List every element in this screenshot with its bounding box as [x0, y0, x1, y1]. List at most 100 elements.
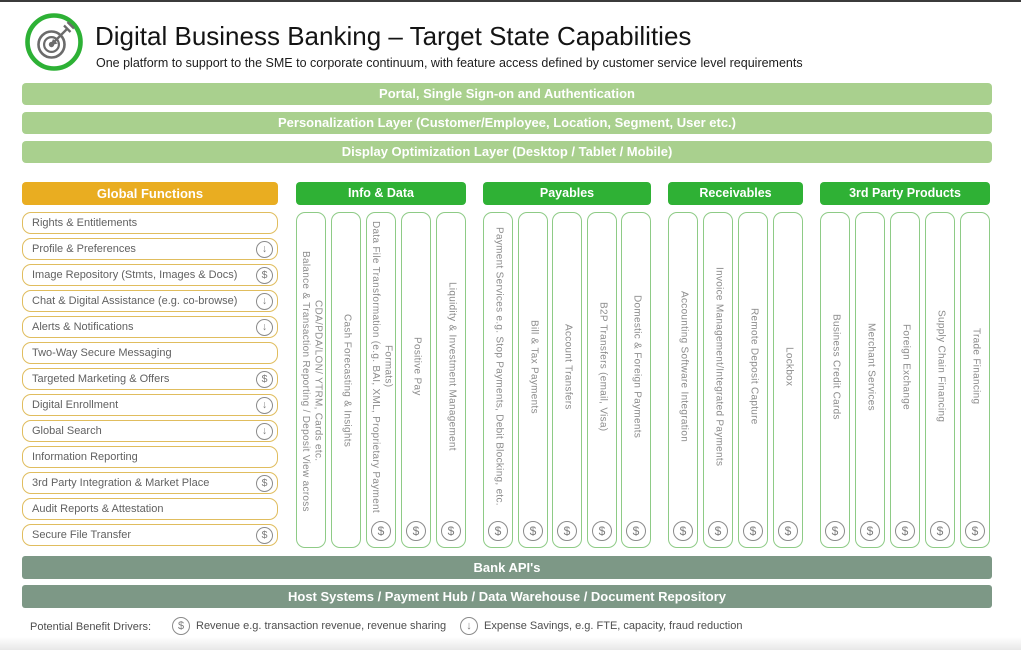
top-border-strip	[0, 0, 1021, 2]
dollar-circle-icon: $	[371, 521, 391, 541]
bottom-fade-strip	[0, 637, 1021, 650]
global-function-label: Global Search	[32, 425, 102, 437]
capability-column-account-transfers: Account Transfers $	[552, 212, 582, 548]
platform-bar-bank-api-s: Bank API's	[22, 556, 992, 579]
capability-column-lockbox: Lockbox $	[773, 212, 803, 548]
capability-column-bill-tax-payments: Bill & Tax Payments $	[518, 212, 548, 548]
dollar-circle-icon: $	[406, 521, 426, 541]
capability-column-trade-financing: Trade Financing $	[960, 212, 990, 548]
layer-bar-personalization-layer-customer: Personalization Layer (Customer/Employee…	[22, 112, 992, 134]
capability-column-merchant-services: Merchant Services $	[855, 212, 885, 548]
arrow-down-circle-icon: ↓	[256, 422, 273, 440]
legend-title: Potential Benefit Drivers:	[30, 621, 152, 633]
group-header-receivables: Receivables	[668, 182, 803, 205]
capability-column-label: Accounting Software Integration	[678, 290, 690, 443]
page-title: Digital Business Banking – Target State …	[95, 21, 692, 51]
arrow-down-circle-icon: ↓	[256, 292, 273, 310]
global-function-label: Targeted Marketing & Offers	[32, 373, 170, 385]
dollar-circle-icon: $	[256, 266, 273, 284]
dollar-circle-icon: $	[708, 521, 728, 541]
global-function-item-global-search: Global Search ↓	[22, 420, 278, 442]
capability-column-business-credit-cards: Business Credit Cards $	[820, 212, 850, 548]
global-function-item-audit-reports-attestation: Audit Reports & Attestation	[22, 498, 278, 520]
global-function-label: Alerts & Notifications	[32, 321, 134, 333]
dollar-circle-icon: $	[860, 521, 880, 541]
legend-item-expense: ↓ Expense Savings, e.g. FTE, capacity, fr…	[460, 617, 742, 635]
dollar-circle-icon: $	[930, 521, 950, 541]
global-function-label: Digital Enrollment	[32, 399, 119, 411]
group-header-payables: Payables	[483, 182, 651, 205]
page-subtitle: One platform to support to the SME to co…	[96, 56, 803, 70]
arrow-down-circle-icon: ↓	[460, 617, 478, 635]
capability-column-domestic-foreign-payments: Domestic & Foreign Payments $	[621, 212, 651, 548]
capability-column-payment-services-e-g-stop-paym: Payment Services e.g. Stop Payments, Deb…	[483, 212, 513, 548]
capability-column-label: Account Transfers	[562, 323, 574, 410]
global-function-label: Secure File Transfer	[32, 529, 132, 541]
dollar-circle-icon: $	[778, 521, 798, 541]
capability-column-label: Balance & Transaction Reporting / Deposi…	[300, 250, 324, 512]
global-function-label: Information Reporting	[32, 451, 138, 463]
layer-bar-display-optimization-layer-des: Display Optimization Layer (Desktop / Ta…	[22, 141, 992, 163]
capability-column-accounting-software-integratio: Accounting Software Integration $	[668, 212, 698, 548]
capability-column-remote-deposit-capture: Remote Deposit Capture $	[738, 212, 768, 548]
dollar-circle-icon: $	[965, 521, 985, 541]
global-function-item-alerts-notifications: Alerts & Notifications ↓	[22, 316, 278, 338]
global-function-item-two-way-secure-messaging: Two-Way Secure Messaging	[22, 342, 278, 364]
layer-bar-portal-single-sign-on-and-auth: Portal, Single Sign-on and Authenticatio…	[22, 83, 992, 105]
dollar-circle-icon: $	[743, 521, 763, 541]
capability-column-label: Merchant Services	[865, 322, 877, 411]
capability-column-label: Positive Pay	[411, 337, 423, 396]
capability-column-label: Domestic & Foreign Payments	[631, 294, 643, 439]
global-function-label: Audit Reports & Attestation	[32, 503, 164, 515]
global-function-label: Rights & Entitlements	[32, 217, 138, 229]
capability-column-label: Remote Deposit Capture	[748, 308, 760, 425]
legend-label: Revenue e.g. transaction revenue, revenu…	[196, 620, 447, 632]
capability-column-label: Bill & Tax Payments	[528, 319, 540, 414]
dollar-circle-icon: $	[256, 474, 273, 492]
capability-column-supply-chain-financing: Supply Chain Financing $	[925, 212, 955, 548]
target-dart-logo-icon	[25, 13, 83, 71]
dollar-circle-icon: $	[626, 521, 646, 541]
capability-column-label: Supply Chain Financing	[935, 310, 947, 423]
global-function-label: Image Repository (Stmts, Images & Docs)	[32, 269, 238, 281]
dollar-circle-icon: $	[557, 521, 577, 541]
capability-column-label: Trade Financing	[970, 328, 982, 405]
dollar-circle-icon: $	[895, 521, 915, 541]
capability-column-label: B2P Transfers (email, Visa)	[597, 301, 609, 432]
global-functions-header: Global Functions	[22, 182, 278, 205]
group-header-3rd-party-products: 3rd Party Products	[820, 182, 990, 205]
capability-column-label: Lockbox	[783, 346, 795, 387]
capability-column-positive-pay: Positive Pay $	[401, 212, 431, 548]
capability-column-b2p-transfers-email-visa: B2P Transfers (email, Visa) $	[587, 212, 617, 548]
global-function-item-image-repository-stmts-images-: Image Repository (Stmts, Images & Docs) $	[22, 264, 278, 286]
global-function-item-rights-entitlements: Rights & Entitlements	[22, 212, 278, 234]
global-function-item-3rd-party-integration-market-p: 3rd Party Integration & Market Place $	[22, 472, 278, 494]
capability-column-invoice-management-integrated-: Invoice Management/Integrated Payments $	[703, 212, 733, 548]
capability-column-label: Payment Services e.g. Stop Payments, Deb…	[493, 227, 505, 506]
capability-column-label: Cash Forecasting & Insights	[341, 314, 353, 448]
capability-column-foreign-exchange: Foreign Exchange $	[890, 212, 920, 548]
arrow-down-circle-icon: ↓	[256, 318, 273, 336]
capability-column-liquidity-investment-managemen: Liquidity & Investment Management $	[436, 212, 466, 548]
dollar-circle-icon: $	[256, 370, 273, 388]
platform-bar-host-systems-payment-hub-data-: Host Systems / Payment Hub / Data Wareho…	[22, 585, 992, 608]
capability-column-cash-forecasting-insights: Cash Forecasting & Insights	[331, 212, 361, 548]
capability-column-data-file-transformation-e-g-b: Data File Transformation (e.g. BAI, XML,…	[366, 212, 396, 548]
global-function-item-digital-enrollment: Digital Enrollment ↓	[22, 394, 278, 416]
capability-column-label: Data File Transformation (e.g. BAI, XML,…	[370, 220, 394, 513]
dollar-circle-icon: $	[172, 617, 190, 635]
capability-column-balance-transaction-reporting-: Balance & Transaction Reporting / Deposi…	[296, 212, 326, 548]
dollar-circle-icon: $	[592, 521, 612, 541]
arrow-down-circle-icon: ↓	[256, 240, 273, 258]
legend-label: Expense Savings, e.g. FTE, capacity, fra…	[484, 620, 743, 632]
global-function-item-profile-preferences: Profile & Preferences ↓	[22, 238, 278, 260]
dollar-circle-icon: $	[441, 521, 461, 541]
arrow-down-circle-icon: ↓	[256, 396, 273, 414]
global-function-label: Chat & Digital Assistance (e.g. co-brows…	[32, 295, 238, 307]
global-function-item-information-reporting: Information Reporting	[22, 446, 278, 468]
dollar-circle-icon: $	[256, 526, 273, 544]
global-function-label: Two-Way Secure Messaging	[32, 347, 172, 359]
dollar-circle-icon: $	[488, 521, 508, 541]
capability-column-label: Foreign Exchange	[900, 323, 912, 410]
